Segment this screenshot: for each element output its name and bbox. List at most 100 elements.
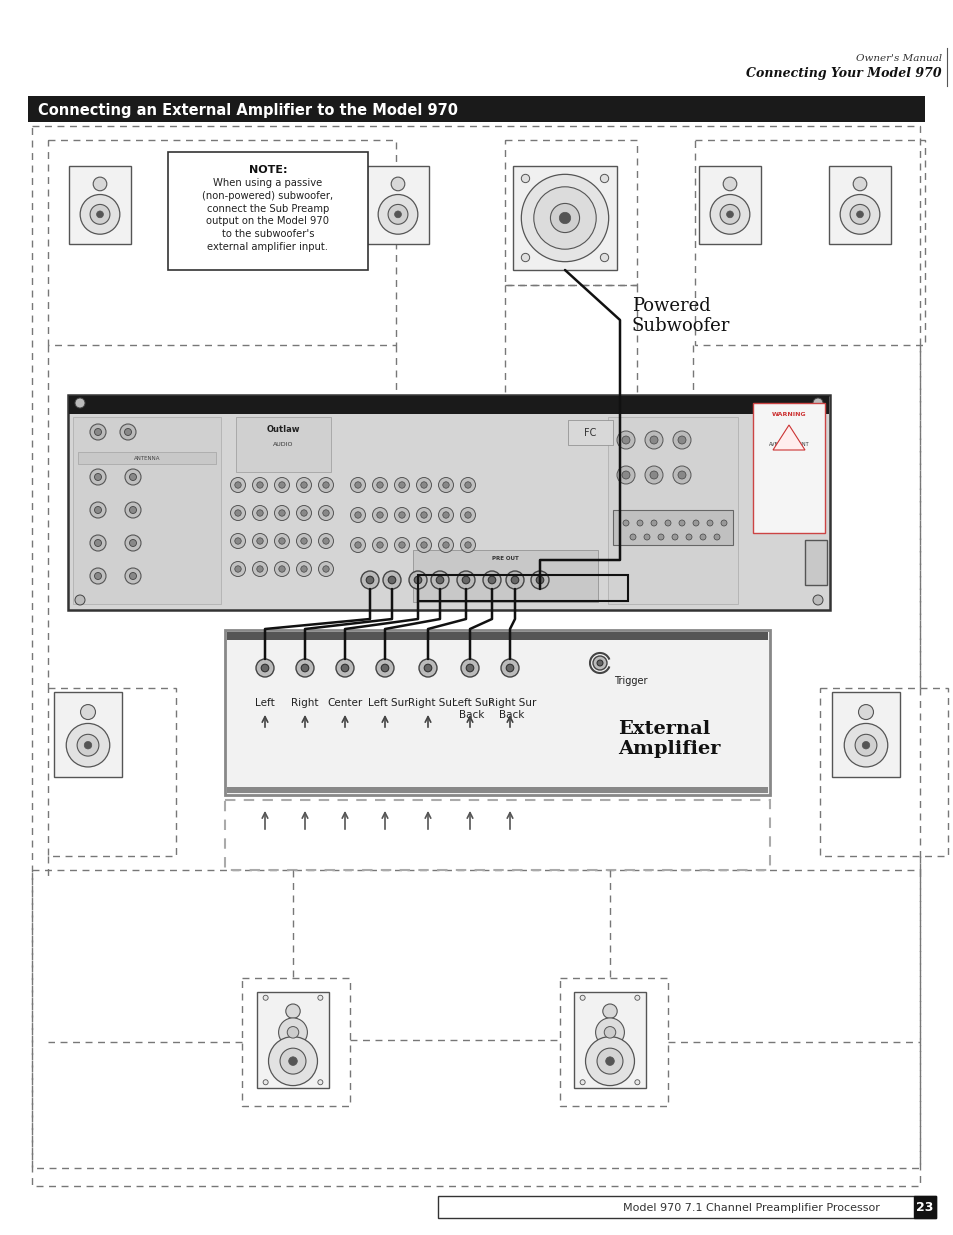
Circle shape <box>460 537 475 552</box>
Bar <box>242 978 350 1107</box>
Circle shape <box>644 466 662 484</box>
Bar <box>54 693 122 778</box>
Circle shape <box>231 534 245 548</box>
Bar <box>227 787 767 793</box>
Text: Outlaw: Outlaw <box>266 426 299 435</box>
Bar <box>225 630 769 795</box>
Circle shape <box>90 568 106 584</box>
Circle shape <box>442 542 449 548</box>
Circle shape <box>395 478 409 493</box>
Text: Owner's Manual: Owner's Manual <box>855 53 941 63</box>
Text: AUDIO: AUDIO <box>273 442 293 447</box>
Circle shape <box>416 508 431 522</box>
Circle shape <box>593 656 606 671</box>
Circle shape <box>511 577 518 584</box>
Circle shape <box>94 473 101 480</box>
Circle shape <box>90 424 106 440</box>
Circle shape <box>120 424 136 440</box>
Bar <box>73 417 221 604</box>
Circle shape <box>90 501 106 517</box>
Bar <box>752 403 824 534</box>
Circle shape <box>617 431 635 450</box>
Circle shape <box>424 664 432 672</box>
Circle shape <box>317 995 322 1000</box>
Circle shape <box>261 664 269 672</box>
Circle shape <box>274 505 289 520</box>
Text: 23: 23 <box>915 1202 933 1214</box>
Text: Left: Left <box>254 698 274 708</box>
Circle shape <box>318 505 334 520</box>
Bar <box>367 165 429 245</box>
Text: ANTENNA: ANTENNA <box>133 456 160 461</box>
Circle shape <box>372 537 387 552</box>
Circle shape <box>234 537 241 545</box>
Text: Model 970 7.1 Channel Preamplifier Processor: Model 970 7.1 Channel Preamplifier Proce… <box>622 1203 879 1213</box>
Circle shape <box>253 562 267 577</box>
Circle shape <box>858 705 873 720</box>
Circle shape <box>644 431 662 450</box>
Circle shape <box>317 1079 322 1084</box>
Circle shape <box>395 211 401 217</box>
Circle shape <box>296 505 312 520</box>
Bar <box>69 396 828 414</box>
Bar <box>699 165 760 245</box>
Circle shape <box>268 1036 317 1086</box>
Text: PRE OUT: PRE OUT <box>491 556 517 561</box>
Circle shape <box>263 1079 268 1084</box>
Bar <box>256 992 329 1088</box>
Circle shape <box>231 478 245 493</box>
Circle shape <box>597 659 602 666</box>
Circle shape <box>381 664 389 672</box>
Circle shape <box>856 211 862 217</box>
Circle shape <box>599 174 608 183</box>
Circle shape <box>416 537 431 552</box>
Circle shape <box>125 469 141 485</box>
Bar <box>48 140 395 345</box>
Circle shape <box>90 469 106 485</box>
Circle shape <box>416 478 431 493</box>
Circle shape <box>579 995 584 1000</box>
Circle shape <box>671 534 678 540</box>
Circle shape <box>720 205 740 225</box>
Circle shape <box>585 1036 634 1086</box>
Circle shape <box>96 211 103 217</box>
Circle shape <box>679 520 684 526</box>
Circle shape <box>431 571 449 589</box>
Bar <box>32 869 919 1168</box>
Circle shape <box>300 537 307 545</box>
Bar <box>28 96 924 122</box>
Circle shape <box>300 482 307 488</box>
Circle shape <box>650 520 657 526</box>
Circle shape <box>94 429 101 436</box>
Circle shape <box>398 511 405 519</box>
Circle shape <box>80 195 120 235</box>
Circle shape <box>318 562 334 577</box>
Circle shape <box>520 174 529 183</box>
Circle shape <box>355 482 361 488</box>
Circle shape <box>278 510 285 516</box>
Circle shape <box>550 204 579 232</box>
Circle shape <box>672 466 690 484</box>
Bar <box>607 417 738 604</box>
Bar <box>227 632 767 640</box>
Circle shape <box>395 537 409 552</box>
Circle shape <box>274 534 289 548</box>
Circle shape <box>678 436 685 445</box>
Circle shape <box>464 542 471 548</box>
Circle shape <box>617 466 635 484</box>
Circle shape <box>621 436 629 445</box>
Circle shape <box>300 566 307 572</box>
Text: NOTE:: NOTE: <box>249 165 287 175</box>
Circle shape <box>375 659 394 677</box>
Circle shape <box>460 478 475 493</box>
Circle shape <box>579 1079 584 1084</box>
Bar <box>804 540 826 585</box>
Circle shape <box>278 537 285 545</box>
Circle shape <box>442 511 449 519</box>
Circle shape <box>286 1004 300 1019</box>
Circle shape <box>360 571 378 589</box>
Circle shape <box>414 577 421 584</box>
Circle shape <box>278 482 285 488</box>
Circle shape <box>376 482 383 488</box>
Circle shape <box>603 1026 615 1039</box>
